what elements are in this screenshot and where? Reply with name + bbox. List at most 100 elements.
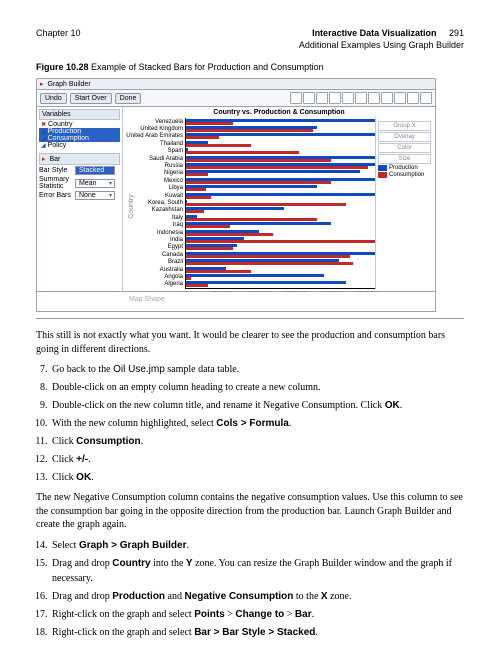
variables-panel-header[interactable]: Variables	[39, 109, 120, 120]
variable-item[interactable]: Consumption	[39, 135, 120, 142]
production-bar[interactable]	[186, 281, 346, 284]
graph-builder-window: ▸ Graph Builder Undo Start Over Done Var…	[36, 78, 436, 312]
chapter-label: Chapter 10	[36, 28, 81, 38]
consumption-bar[interactable]	[186, 159, 331, 162]
consumption-bar[interactable]	[186, 122, 233, 125]
country-label: India	[170, 237, 183, 243]
production-bar[interactable]	[186, 170, 360, 173]
chart-type-icons	[290, 92, 432, 104]
chart-icon[interactable]	[368, 92, 380, 104]
consumption-bar[interactable]	[186, 218, 317, 221]
country-label: Kuwait	[165, 193, 183, 199]
step-item: Double-click on an empty column heading …	[50, 380, 464, 395]
country-label: Egypt	[168, 244, 183, 250]
step-item: Right-click on the graph and select Poin…	[50, 607, 464, 622]
legend-panel-drop[interactable]: Group X	[378, 121, 431, 131]
steps-list-a: Go back to the Oil Use.jmp sample data t…	[36, 362, 464, 485]
country-label: Nigeria	[164, 170, 183, 176]
country-label: Italy	[172, 215, 183, 221]
option-dropdown[interactable]: None	[75, 191, 115, 200]
country-label: Korea, South	[148, 200, 183, 206]
consumption-bar[interactable]	[186, 255, 350, 258]
country-label: Libya	[169, 185, 183, 191]
consumption-bar[interactable]	[186, 240, 375, 243]
legend-panel-drop[interactable]: Color	[378, 143, 431, 153]
graph-builder-titlebar[interactable]: ▸ Graph Builder	[36, 78, 436, 90]
consumption-bar[interactable]	[186, 247, 233, 250]
production-bar[interactable]	[186, 193, 375, 196]
step-item: Drag and drop Country into the Y zone. Y…	[50, 556, 464, 586]
legend-panel-drop[interactable]: Overlay	[378, 132, 431, 142]
production-bar[interactable]	[186, 274, 324, 277]
figure-caption: Figure 10.28 Example of Stacked Bars for…	[36, 62, 464, 72]
option-dropdown[interactable]: Mean	[75, 179, 115, 188]
consumption-bar[interactable]	[186, 136, 219, 139]
country-label: Iraq	[173, 222, 183, 228]
chart-icon[interactable]	[303, 92, 315, 104]
country-label: Thailand	[160, 141, 183, 147]
chart-icon[interactable]	[316, 92, 328, 104]
legend-item: Production	[378, 165, 431, 171]
step-item: Click OK.	[50, 470, 464, 485]
legend-swatch	[378, 165, 387, 171]
page-number: 291	[449, 28, 464, 38]
consumption-bar[interactable]	[186, 210, 204, 213]
country-label: United Arab Emirates	[126, 133, 183, 139]
consumption-bar[interactable]	[186, 144, 251, 147]
consumption-bar[interactable]	[186, 196, 211, 199]
chart-icon[interactable]	[381, 92, 393, 104]
step-item: Select Graph > Graph Builder.	[50, 538, 464, 553]
consumption-bar[interactable]	[186, 203, 346, 206]
country-label: Indonesia	[157, 230, 183, 236]
consumption-bar[interactable]	[186, 173, 208, 176]
undo-button[interactable]: Undo	[40, 93, 67, 104]
country-label: Angola	[164, 274, 183, 280]
step-item: Right-click on the graph and select Bar …	[50, 625, 464, 640]
chart-title: Country vs. Production & Consumption	[123, 107, 435, 118]
consumption-bar[interactable]	[186, 225, 230, 228]
chart-icon[interactable]	[290, 92, 302, 104]
consumption-bar[interactable]	[186, 233, 273, 236]
chart-plot[interactable]: Production & Consumption 050000010000001…	[185, 118, 375, 289]
toolbar: Undo Start Over Done	[36, 90, 436, 107]
start-over-button[interactable]: Start Over	[70, 93, 112, 104]
variable-item[interactable]: Policy	[39, 142, 120, 149]
chart-icon[interactable]	[342, 92, 354, 104]
option-label: Summary Statistic	[39, 176, 73, 190]
consumption-bar[interactable]	[186, 129, 313, 132]
legend-column: Group XOverlayColorSize ProductionConsum…	[375, 118, 433, 289]
chart-icon[interactable]	[420, 92, 432, 104]
chart-area: Country vs. Production & Consumption Cou…	[123, 107, 435, 291]
disclosure-icon: ▸	[42, 156, 46, 163]
variable-item[interactable]: Production	[39, 128, 120, 135]
consumption-bar[interactable]	[186, 188, 206, 191]
country-label: Australia	[160, 267, 183, 273]
legend-swatch	[378, 172, 387, 178]
consumption-bar[interactable]	[186, 262, 353, 265]
consumption-bar[interactable]	[186, 166, 368, 169]
done-button[interactable]: Done	[115, 93, 142, 104]
variable-item[interactable]: Country	[39, 121, 120, 128]
chart-icon[interactable]	[407, 92, 419, 104]
divider	[36, 318, 464, 319]
consumption-bar[interactable]	[186, 181, 331, 184]
bar-panel-header[interactable]: ▸ Bar	[39, 153, 120, 165]
consumption-bar[interactable]	[186, 151, 299, 154]
map-shape-zone[interactable]: Map Shape	[36, 292, 436, 312]
chart-icon[interactable]	[394, 92, 406, 104]
option-dropdown[interactable]: Stacked	[75, 166, 115, 175]
legend-panel-drop[interactable]: Size	[378, 154, 431, 164]
chart-icon[interactable]	[355, 92, 367, 104]
step-item: Double-click on the new column title, an…	[50, 398, 464, 413]
consumption-bar[interactable]	[186, 284, 208, 287]
country-label: Saudi Arabia	[149, 156, 183, 162]
option-label: Error Bars	[39, 192, 73, 199]
body-paragraph: The new Negative Consumption column cont…	[36, 491, 464, 532]
step-item: Click +/-.	[50, 452, 464, 467]
chart-icon[interactable]	[329, 92, 341, 104]
consumption-bar[interactable]	[186, 277, 191, 280]
option-label: Bar Style	[39, 167, 73, 174]
consumption-bar[interactable]	[186, 270, 251, 273]
country-label: Spain	[168, 148, 183, 154]
country-label: Mexico	[164, 178, 183, 184]
